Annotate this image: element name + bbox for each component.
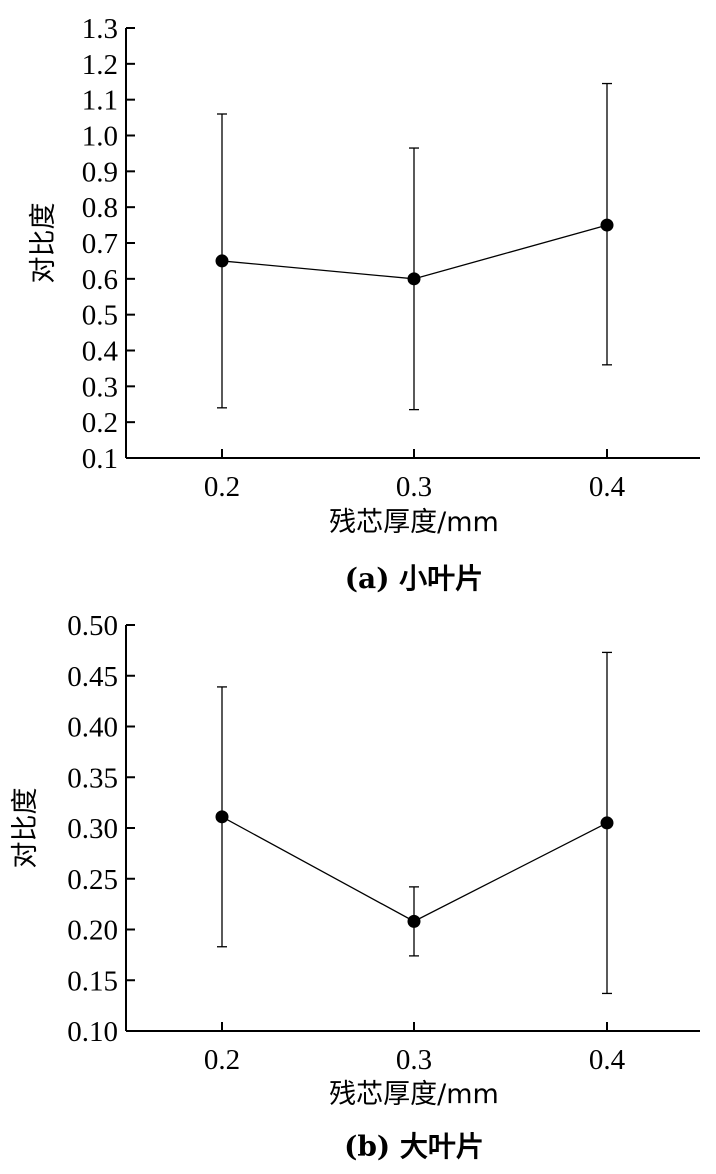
panel-a-x-tick-label: 0.3 bbox=[396, 471, 432, 503]
panel-b-y-axis-title: 对比度 bbox=[10, 788, 41, 869]
panel-b-data-point bbox=[215, 810, 229, 824]
panel-b-caption: (b) 大叶片 bbox=[344, 1130, 484, 1163]
panel-a-plot-area: 0.10.20.30.40.50.60.70.80.91.01.11.21.30… bbox=[82, 13, 700, 503]
panel-b-y-tick-label: 0.35 bbox=[67, 762, 118, 794]
panel-b-x-tick-label: 0.4 bbox=[589, 1044, 626, 1076]
panel-b-y-tick-label: 0.30 bbox=[67, 813, 118, 845]
panel-a-y-tick-label: 1.3 bbox=[82, 13, 118, 45]
panel-b-data-point bbox=[407, 914, 421, 928]
panel-a-y-axis-title: 对比度 bbox=[28, 203, 59, 284]
panel-a-caption: (a) 小叶片 bbox=[345, 562, 483, 595]
panel-b: 0.10 0.15 0.20 0.25 0.30 0.35 0.40 0.45 0.50 0.2 0… bbox=[10, 610, 700, 1163]
panel-b-x-tick-label: 0.3 bbox=[396, 1044, 432, 1076]
panel-a-data-point bbox=[215, 254, 229, 268]
panel-a-data-point bbox=[407, 272, 421, 286]
panel-a-y-tick-label: 0.7 bbox=[82, 228, 118, 260]
panel-a-y-tick-label: 0.9 bbox=[82, 156, 118, 188]
panel-a-x-tick-label: 0.2 bbox=[204, 471, 240, 503]
panel-b-y-tick-label: 0.20 bbox=[67, 915, 118, 947]
panel-a-data-point bbox=[600, 218, 614, 232]
panel-b-y-tick-label: 0.50 bbox=[67, 610, 118, 642]
panel-a-y-tick-label: 0.8 bbox=[82, 192, 118, 224]
panel-b-y-tick-label: 0.15 bbox=[67, 965, 118, 997]
panel-a-y-tick-label: 1.0 bbox=[82, 121, 118, 153]
panel-a-x-tick-label: 0.4 bbox=[589, 471, 626, 503]
panel-a-y-tick-label: 0.4 bbox=[82, 336, 119, 368]
panel-a-x-axis-title: 残芯厚度/mm bbox=[329, 507, 499, 538]
panel-a-y-tick-label: 0.3 bbox=[82, 371, 118, 403]
panel-a-y-tick-label: 0.1 bbox=[82, 443, 118, 475]
panel-a-y-tick-label: 1.2 bbox=[82, 49, 118, 81]
panel-a-y-tick-label: 0.6 bbox=[82, 264, 118, 296]
panel-a: 0.10.20.30.40.50.60.70.80.91.01.11.21.30… bbox=[28, 13, 700, 595]
panel-b-y-tick-label: 0.25 bbox=[67, 864, 118, 896]
panel-a-y-tick-label: 0.5 bbox=[82, 300, 118, 332]
panel-b-data-point bbox=[600, 816, 614, 830]
panel-a-y-tick-label: 1.1 bbox=[82, 85, 118, 117]
panel-b-plot-area: 0.10 0.15 0.20 0.25 0.30 0.35 0.40 0.45 0.50 0.2 0… bbox=[67, 610, 700, 1076]
panel-b-y-tick-label: 0.40 bbox=[67, 712, 118, 744]
panel-b-x-tick-label: 0.2 bbox=[204, 1044, 240, 1076]
panel-b-y-tick-label: 0.10 bbox=[67, 1016, 118, 1048]
panel-a-y-tick-label: 0.2 bbox=[82, 407, 118, 439]
panel-b-x-axis-title: 残芯厚度/mm bbox=[329, 1079, 499, 1110]
panel-b-y-tick-label: 0.45 bbox=[67, 661, 118, 693]
